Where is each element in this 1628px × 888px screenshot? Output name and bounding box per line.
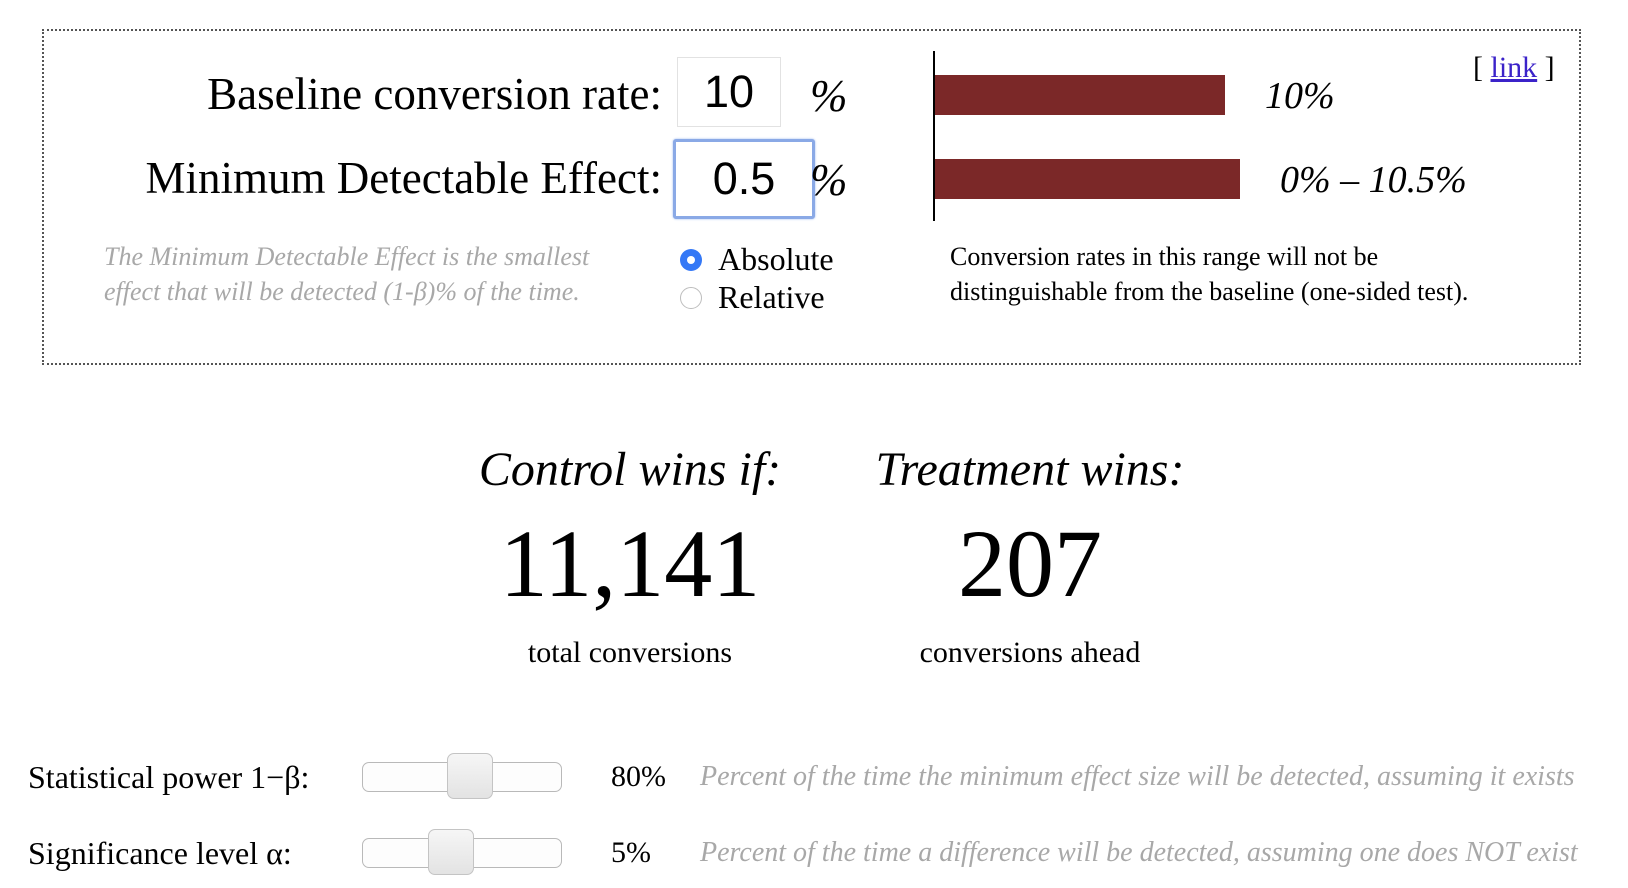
control-heading: Control wins if: — [478, 443, 782, 496]
relative-radio[interactable] — [680, 287, 702, 309]
control-value: 11,141 — [499, 510, 761, 617]
mde-range-bar-label: 0% – 10.5% — [1280, 159, 1467, 201]
absolute-label: Absolute — [718, 241, 834, 277]
permalink: [ link ] — [1473, 50, 1555, 86]
input-panel — [42, 29, 1581, 365]
power-label: Statistical power 1−β: — [28, 759, 310, 795]
range-note: Conversion rates in this range will not … — [950, 239, 1468, 309]
significance-label: Significance level α: — [28, 835, 292, 871]
absolute-radio[interactable] — [680, 249, 702, 271]
relative-label: Relative — [718, 279, 825, 315]
mde-hint-line: The Minimum Detectable Effect is the sma… — [104, 242, 590, 271]
mde-hint-line: effect that will be detected (1-β)% of t… — [104, 277, 580, 306]
mde-hint: The Minimum Detectable Effect is the sma… — [104, 239, 589, 309]
baseline-bar-label: 10% — [1265, 75, 1335, 117]
treatment-heading: Treatment wins: — [875, 443, 1185, 496]
mde-range-bar — [935, 159, 1240, 199]
significance-value: 5% — [611, 836, 651, 869]
link-bracket-close: ] — [1544, 51, 1555, 84]
range-axis — [933, 51, 935, 221]
treatment-caption: conversions ahead — [919, 636, 1141, 669]
baseline-unit: % — [810, 71, 848, 121]
link-bracket-open: [ — [1473, 51, 1483, 84]
range-note-line: Conversion rates in this range will not … — [950, 242, 1379, 271]
mde-unit: % — [810, 155, 848, 205]
significance-description: Percent of the time a difference will be… — [700, 837, 1578, 868]
power-slider-thumb[interactable] — [446, 753, 493, 799]
link-anchor[interactable]: link — [1490, 51, 1538, 84]
range-note-line: distinguishable from the baseline (one-s… — [950, 277, 1469, 306]
mde-input[interactable] — [673, 139, 815, 219]
control-caption: total conversions — [527, 636, 733, 669]
power-value: 80% — [611, 760, 666, 793]
mde-label: Minimum Detectable Effect: — [145, 153, 663, 203]
significance-slider-thumb[interactable] — [428, 829, 475, 875]
baseline-input[interactable] — [677, 57, 781, 127]
baseline-label: Baseline conversion rate: — [207, 69, 662, 119]
baseline-bar — [935, 75, 1225, 115]
treatment-value: 207 — [958, 510, 1102, 617]
power-description: Percent of the time the minimum effect s… — [700, 761, 1575, 792]
